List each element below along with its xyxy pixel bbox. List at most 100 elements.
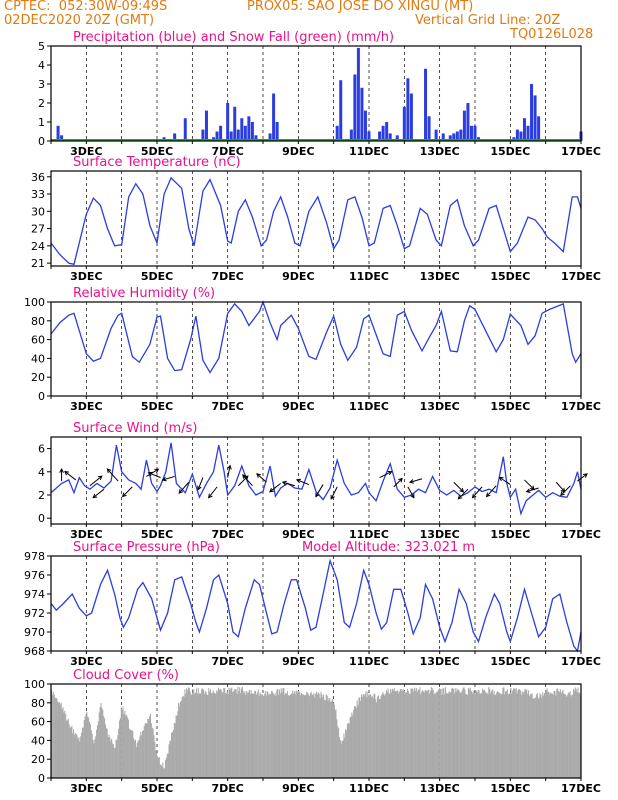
wind-arrow (256, 473, 267, 483)
cloud-bar (312, 695, 314, 778)
y-tick-label: 60 (31, 716, 45, 729)
cloud-bar (335, 709, 337, 778)
cloud-bar (414, 690, 417, 778)
cloud-bar (535, 697, 537, 778)
cloud-bar (539, 693, 541, 778)
cloud-bar (55, 698, 57, 778)
cloud-bar (154, 742, 156, 778)
cloud-bar (169, 740, 171, 778)
cloud-bar (391, 692, 393, 778)
cloud-bar (422, 691, 424, 778)
cloud-bar (314, 697, 316, 778)
y-tick-label: 100 (24, 678, 45, 691)
y-tick-label: 2 (38, 97, 45, 110)
cloud-bar (88, 721, 91, 778)
x-tick-label: 9DEC (282, 655, 314, 668)
cloud-bar (494, 695, 496, 778)
cloud-bar (116, 739, 118, 778)
cloud-bar (141, 730, 144, 778)
precip-bar (526, 125, 530, 141)
wind-arrow (457, 488, 469, 500)
panel-frame (50, 301, 582, 397)
cloud-bar (205, 692, 207, 778)
cloud-bar (455, 691, 457, 778)
precip-bar (243, 125, 247, 141)
cloud-bar (440, 688, 442, 778)
cloud-bar (240, 688, 242, 778)
cloud-bar (168, 744, 170, 778)
cloud-bar (448, 691, 450, 778)
cloud-bar (298, 690, 300, 778)
cloud-bar (498, 692, 500, 778)
cloud-bar (423, 692, 425, 778)
cloud-bar (236, 693, 238, 778)
precip-bar (60, 135, 64, 141)
cloud-bar (237, 686, 239, 778)
wind-arrow (122, 486, 133, 497)
x-tick-label: 5DEC (141, 270, 173, 283)
cloud-bar (340, 743, 342, 778)
panel-temp: Surface Temperature (nC) 21 24 27 30 33 36 3DEC… (31, 155, 601, 283)
cloud-bar (156, 752, 158, 778)
wind-arrow-head (147, 471, 153, 477)
cloud-bar (222, 691, 224, 778)
y-tick-label: 80 (31, 315, 45, 328)
cloud-bar (204, 691, 206, 778)
cloud-bar (73, 735, 76, 778)
cloud-bar (574, 687, 576, 778)
cloud-bar (250, 690, 252, 778)
wind-arrow-head (227, 464, 232, 470)
cloud-bar (384, 693, 386, 778)
cloud-bar (286, 691, 288, 778)
cloud-bar (576, 692, 578, 778)
cloud-bar (87, 716, 89, 778)
cloud-bar (56, 698, 58, 778)
cloud-bar (396, 691, 398, 778)
cloud-bar (331, 698, 333, 778)
cloud-bar (560, 692, 562, 778)
cloud-bar (368, 695, 370, 778)
cloud-bar (282, 688, 284, 778)
cloud-bar (279, 693, 281, 778)
panel-wind: Surface Wind (m/s) 0 2 4 6 3DEC 5DEC 7DEC 9DEC 11… (38, 421, 601, 541)
y-tick-label: 1 (38, 116, 45, 129)
y-tick-label: 36 (31, 171, 45, 184)
wind-arrow (577, 473, 588, 482)
cloud-bar (238, 691, 240, 778)
precip-bar (215, 131, 219, 141)
cloud-bar (359, 697, 361, 778)
cloud-bar (467, 688, 470, 778)
cloud-bar (343, 733, 345, 778)
wind-arrow (296, 479, 310, 486)
cloud-bar (207, 694, 209, 778)
cloud-bar (271, 691, 273, 778)
cloud-bar (407, 691, 409, 778)
cloud-bar (212, 690, 214, 778)
cloud-bar (202, 689, 205, 778)
x-tick-label: 13DEC (420, 270, 460, 283)
wind-arrow (92, 488, 105, 498)
y-tick-label: 4 (38, 466, 45, 479)
y-tick-label: 21 (31, 257, 45, 270)
cloud-bar (274, 693, 276, 778)
cloud-bar (150, 723, 152, 778)
cloud-bar (567, 692, 569, 778)
cloud-bar (429, 690, 432, 778)
cloud-bar (261, 694, 263, 778)
cloud-bar (421, 691, 423, 778)
cloud-bar (381, 694, 383, 778)
cloud-bar (570, 696, 572, 778)
precip-bar (533, 95, 537, 141)
x-tick-label: 9DEC (282, 145, 314, 158)
cloud-bar (347, 722, 349, 778)
cloud-bar (259, 692, 261, 778)
cloud-bar (328, 698, 330, 778)
x-tick-label: 13DEC (420, 655, 460, 668)
cloud-bar (345, 729, 347, 778)
cloud-bar (263, 696, 265, 778)
y-tick-label: 30 (31, 205, 45, 218)
cloud-bar (320, 691, 322, 778)
cloud-bar (490, 690, 492, 778)
cloud-bar (550, 693, 553, 778)
cloud-bar (149, 713, 152, 778)
